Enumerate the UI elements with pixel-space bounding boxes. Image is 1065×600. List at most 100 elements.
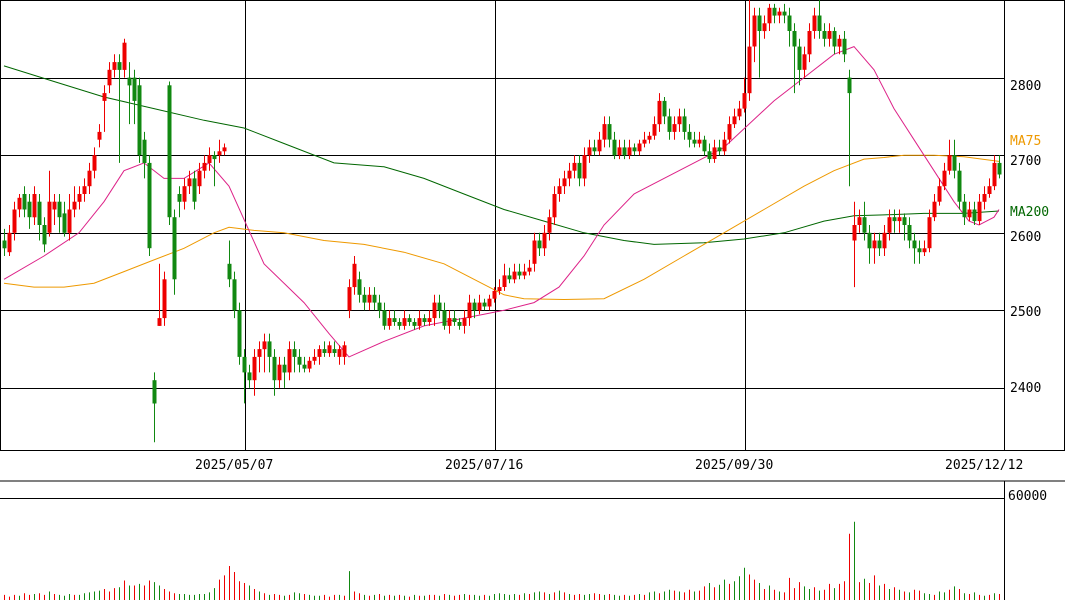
candle-body xyxy=(297,356,302,365)
candle-body xyxy=(227,263,232,280)
candle-body xyxy=(52,201,57,210)
candle-body xyxy=(332,349,337,353)
candle-body xyxy=(627,147,632,156)
candle-body xyxy=(262,341,267,350)
candle-body xyxy=(247,372,252,381)
x-tick-label: 2025/09/30 xyxy=(695,458,773,473)
candle-body xyxy=(787,15,792,31)
candle-body xyxy=(647,135,652,140)
candle-body xyxy=(337,349,342,357)
candle-body xyxy=(62,213,67,233)
candle-body xyxy=(72,201,77,210)
candle-body xyxy=(97,131,102,140)
candle-body xyxy=(477,302,482,311)
candle-body xyxy=(822,31,827,39)
candle-body xyxy=(827,31,832,39)
candle-body xyxy=(692,139,697,144)
candle-body xyxy=(427,318,432,322)
candle-body xyxy=(922,248,927,253)
candle-body xyxy=(867,232,872,249)
candle-body xyxy=(997,162,1002,175)
candle-body xyxy=(697,139,702,144)
y-tick-label: 2400 xyxy=(1010,381,1041,396)
candle-body xyxy=(762,23,767,32)
candle-body xyxy=(722,139,727,152)
candle-body xyxy=(877,240,882,249)
candle-body xyxy=(417,318,422,326)
candle-body xyxy=(87,170,92,187)
candle-body xyxy=(237,310,242,357)
candle-body xyxy=(77,194,82,202)
candle-body xyxy=(672,124,677,132)
candle-body xyxy=(537,240,542,249)
candle-body xyxy=(422,318,427,322)
candle-body xyxy=(832,31,837,47)
y-tick-label: 2600 xyxy=(1010,230,1041,245)
candle-body xyxy=(107,69,112,86)
candle-body xyxy=(982,194,987,202)
candle-body xyxy=(612,139,617,156)
axis-label-layer: 2400 2500 2600 2700 2800 60000 2025/05/0… xyxy=(195,79,1049,504)
candle-body xyxy=(67,209,72,233)
y-tick-label: 2700 xyxy=(1010,154,1041,169)
candle-body xyxy=(302,364,307,369)
candle-body xyxy=(147,162,152,249)
candle-body xyxy=(377,302,382,311)
candle-body xyxy=(772,7,777,16)
candle-body xyxy=(927,217,932,249)
candle-body xyxy=(487,298,492,307)
candle-body xyxy=(937,186,942,202)
candle-body xyxy=(347,287,352,311)
candle-body xyxy=(717,147,722,152)
candle-body xyxy=(362,294,367,303)
candle-body xyxy=(742,93,747,109)
candle-body xyxy=(82,186,87,194)
candle-body xyxy=(552,194,557,218)
candle-body xyxy=(977,201,982,222)
candle-body xyxy=(27,201,32,218)
candle-body xyxy=(887,217,892,233)
candle-body xyxy=(357,279,362,295)
candle-body xyxy=(2,240,7,249)
candle-body xyxy=(592,147,597,152)
candle-body xyxy=(47,201,52,233)
candle-body xyxy=(307,360,312,369)
candle-body xyxy=(602,124,607,140)
candle-body xyxy=(407,318,412,322)
candle-body xyxy=(957,170,962,202)
candle-body xyxy=(967,209,972,218)
candle-body xyxy=(737,108,742,117)
candle-body xyxy=(642,139,647,144)
candle-body xyxy=(22,194,27,210)
candle-body xyxy=(817,15,822,31)
candle-body xyxy=(172,217,177,280)
candle-body xyxy=(907,225,912,241)
candle-body xyxy=(472,302,477,311)
candle-body xyxy=(712,147,717,159)
candle-body xyxy=(727,124,732,140)
y-tick-label: 2500 xyxy=(1010,305,1041,320)
candle-body xyxy=(462,318,467,326)
candle-body xyxy=(897,217,902,222)
candle-body xyxy=(442,310,447,326)
candle-body xyxy=(802,54,807,70)
candle-body xyxy=(217,151,222,156)
candle-body xyxy=(152,380,157,404)
candle-body xyxy=(622,147,627,156)
candle-body xyxy=(92,155,97,171)
candle-body xyxy=(682,116,687,132)
candle-body xyxy=(747,46,752,94)
candle-body xyxy=(202,162,207,171)
candle-body xyxy=(157,318,162,326)
candle-body xyxy=(272,356,277,381)
ma75-line xyxy=(3,154,1000,301)
ma25-line xyxy=(3,46,1000,358)
candle-body xyxy=(447,318,452,326)
candle-body xyxy=(287,349,292,373)
candle-body xyxy=(932,201,937,218)
candle-body xyxy=(812,15,817,31)
candle-body xyxy=(657,100,662,125)
candle-body xyxy=(542,232,547,249)
candle-body xyxy=(212,155,217,160)
